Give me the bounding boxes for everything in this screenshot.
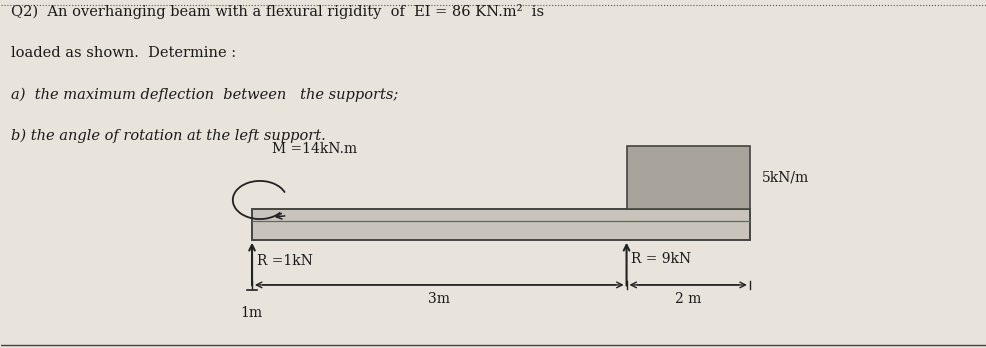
Text: R = 9kN: R = 9kN <box>631 252 691 266</box>
Text: 5kN/m: 5kN/m <box>761 171 808 184</box>
Text: 2 m: 2 m <box>674 292 701 306</box>
Text: a)  the maximum deflection  between   the supports;: a) the maximum deflection between the su… <box>11 87 397 102</box>
Text: M =14kN.m: M =14kN.m <box>271 142 357 156</box>
Text: loaded as shown.  Determine :: loaded as shown. Determine : <box>11 46 236 60</box>
Text: 3m: 3m <box>428 292 450 306</box>
Text: R =1kN: R =1kN <box>256 254 313 268</box>
Bar <box>251 209 749 240</box>
Text: Q2)  An overhanging beam with a flexural rigidity  of  EI = 86 KN.m²  is: Q2) An overhanging beam with a flexural … <box>11 4 543 19</box>
Bar <box>626 146 749 209</box>
Text: b) the angle of rotation at the left support.: b) the angle of rotation at the left sup… <box>11 129 325 143</box>
Text: 1m: 1m <box>240 306 262 320</box>
